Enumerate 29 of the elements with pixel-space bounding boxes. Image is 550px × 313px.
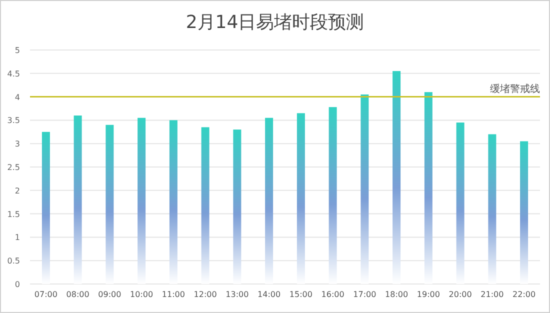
- y-tick-label: 0: [14, 280, 20, 289]
- chart-title: 2月14日易堵时段预测: [186, 12, 364, 33]
- x-tick-label: 10:00: [130, 290, 154, 299]
- x-tick-label: 21:00: [480, 290, 504, 299]
- x-tick-label: 08:00: [66, 290, 90, 299]
- y-tick-label: 2: [14, 186, 20, 196]
- y-tick-label: 4.5: [7, 69, 20, 78]
- y-tick-label: 0.5: [7, 256, 20, 266]
- x-tick-label: 15:00: [289, 290, 312, 299]
- x-tick-label: 12:00: [194, 290, 217, 299]
- y-tick-label: 3.5: [7, 116, 20, 126]
- x-tick-label: 07:00: [34, 290, 58, 299]
- x-tick-label: 16:00: [321, 290, 344, 299]
- x-tick-label: 09:00: [98, 290, 122, 299]
- x-tick-label: 14:00: [258, 290, 281, 299]
- x-tick-label: 17:00: [353, 290, 376, 299]
- x-tick-label: 22:00: [512, 290, 536, 299]
- y-tick-label: 4: [14, 92, 20, 102]
- x-tick-label: 20:00: [448, 290, 472, 299]
- y-tick-label: 3: [14, 140, 20, 149]
- y-tick-label: 5: [14, 46, 20, 55]
- x-tick-label: 18:00: [385, 290, 408, 299]
- y-tick-label: 1: [14, 233, 20, 242]
- x-tick-label: 19:00: [416, 290, 440, 299]
- y-tick-label: 1.5: [7, 210, 20, 219]
- x-tick-label: 11:00: [162, 290, 185, 299]
- x-tick-label: 13:00: [226, 290, 249, 299]
- y-tick-label: 2.5: [7, 163, 20, 172]
- ref-line-label: 缓堵警戒线: [490, 82, 540, 95]
